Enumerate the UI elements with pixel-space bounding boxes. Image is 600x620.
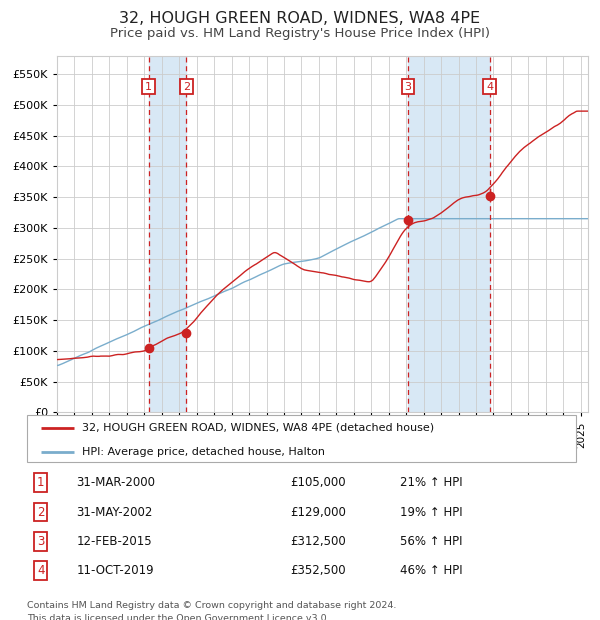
Text: 4: 4 xyxy=(486,82,493,92)
Text: 46% ↑ HPI: 46% ↑ HPI xyxy=(400,564,463,577)
Text: £312,500: £312,500 xyxy=(290,535,346,547)
Text: 56% ↑ HPI: 56% ↑ HPI xyxy=(400,535,463,547)
Text: 2: 2 xyxy=(37,505,44,518)
Text: 1: 1 xyxy=(37,476,44,489)
Text: 32, HOUGH GREEN ROAD, WIDNES, WA8 4PE (detached house): 32, HOUGH GREEN ROAD, WIDNES, WA8 4PE (d… xyxy=(82,423,434,433)
Text: 19% ↑ HPI: 19% ↑ HPI xyxy=(400,505,463,518)
FancyBboxPatch shape xyxy=(27,415,576,462)
Text: 12-FEB-2015: 12-FEB-2015 xyxy=(76,535,152,547)
Text: 3: 3 xyxy=(404,82,412,92)
Text: 31-MAY-2002: 31-MAY-2002 xyxy=(76,505,153,518)
Text: 32, HOUGH GREEN ROAD, WIDNES, WA8 4PE: 32, HOUGH GREEN ROAD, WIDNES, WA8 4PE xyxy=(119,11,481,26)
Text: Price paid vs. HM Land Registry's House Price Index (HPI): Price paid vs. HM Land Registry's House … xyxy=(110,27,490,40)
Text: 3: 3 xyxy=(37,535,44,547)
Text: 31-MAR-2000: 31-MAR-2000 xyxy=(76,476,155,489)
Text: 11-OCT-2019: 11-OCT-2019 xyxy=(76,564,154,577)
Text: HPI: Average price, detached house, Halton: HPI: Average price, detached house, Halt… xyxy=(82,446,325,457)
Text: 2: 2 xyxy=(183,82,190,92)
Bar xyxy=(408,56,490,412)
Text: Contains HM Land Registry data © Crown copyright and database right 2024.
This d: Contains HM Land Registry data © Crown c… xyxy=(27,601,397,620)
Text: 21% ↑ HPI: 21% ↑ HPI xyxy=(400,476,463,489)
Text: £352,500: £352,500 xyxy=(290,564,346,577)
Text: 1: 1 xyxy=(145,82,152,92)
Text: £129,000: £129,000 xyxy=(290,505,346,518)
Bar xyxy=(149,56,187,412)
Text: 4: 4 xyxy=(37,564,44,577)
Text: £105,000: £105,000 xyxy=(290,476,346,489)
